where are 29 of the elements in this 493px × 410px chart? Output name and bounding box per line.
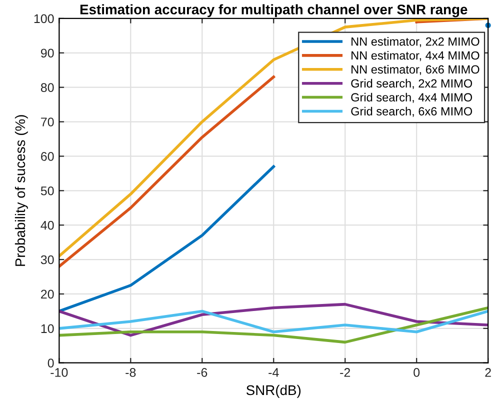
x-tick-label: -10 xyxy=(50,368,68,377)
y-tick-label: 60 xyxy=(41,152,54,161)
y-axis-title: Probability of sucess (%) xyxy=(14,115,28,266)
y-tick-label: 50 xyxy=(40,186,54,196)
line-series xyxy=(59,310,488,334)
x-axis-title: SNR(dB) xyxy=(246,384,301,398)
x-tick-label: -8 xyxy=(126,368,136,377)
y-tick-label: 10 xyxy=(41,324,54,334)
y-tick-label: 100 xyxy=(34,14,54,24)
y-tick-label: 40 xyxy=(40,220,54,230)
y-tick-label: 90 xyxy=(40,48,54,58)
legend-label: NN estimator, 6x6 MIMO xyxy=(352,64,480,76)
y-tick-label: 30 xyxy=(40,255,54,264)
legend-label: Grid search, 6x6 MIMO xyxy=(351,106,472,117)
x-tick-label: -4 xyxy=(268,368,279,377)
x-tick-label: -2 xyxy=(340,368,350,377)
legend-label: NN estimator, 2x2 MIMO xyxy=(352,37,480,48)
x-tick-label: 0 xyxy=(414,368,420,377)
y-tick-label: 80 xyxy=(40,83,54,92)
legend-label: Grid search, 4x4 MIMO xyxy=(351,92,472,103)
legend-label: NN estimator, 4x4 MIMO xyxy=(352,51,480,62)
legend-label: Grid search, 2x2 MIMO xyxy=(351,78,472,89)
line-series xyxy=(59,306,488,344)
x-tick-label: 2 xyxy=(485,368,491,377)
x-tick-label: -6 xyxy=(197,368,208,377)
y-tick-label: 0 xyxy=(48,358,54,368)
y-tick-label: 20 xyxy=(41,290,54,299)
chart-title: Estimation accuracy for multipath channel over SNR range xyxy=(80,4,468,18)
y-tick-label: 70 xyxy=(41,118,54,126)
